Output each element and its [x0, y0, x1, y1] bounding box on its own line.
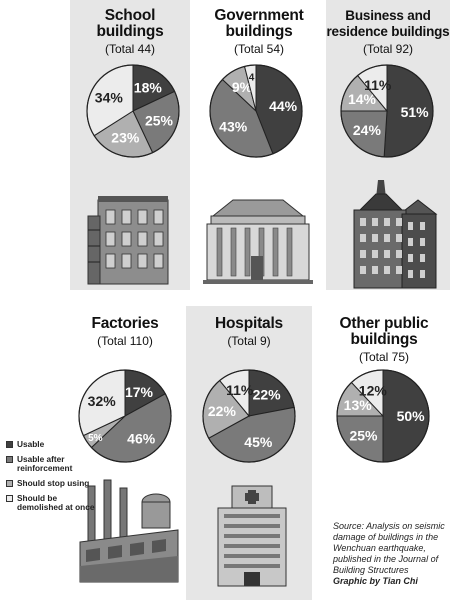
hospital-icon [217, 485, 287, 587]
pie-label-demolish: 32% [88, 393, 117, 409]
legend-item-reinforcement: Usable after reinforcement [6, 455, 96, 473]
legend-item-stop-using: Should stop using [6, 479, 96, 488]
business-tower-icon [353, 180, 438, 289]
chart-title-hospitals: Hospitals [215, 315, 283, 332]
pie-label-usable: 44% [269, 98, 298, 114]
pie-label-demolish: 4 [249, 72, 255, 83]
pie-outline [86, 64, 180, 158]
graphic-credit: Graphic by Tian Chi [333, 576, 418, 586]
pie-chart-business: 51% 24% 14%11% [340, 64, 434, 158]
government-building-icon [203, 199, 313, 284]
pie-label-stop-using: 9% [232, 79, 253, 95]
pie-label-stop-using: 13% [344, 397, 373, 413]
factory-icon [79, 479, 179, 583]
pie-chart-other-public: 50% 25% 13%12% [336, 369, 430, 463]
source-text: Source: Analysis on seismic damage of bu… [333, 521, 445, 575]
pie-label-reinforcement: 24% [353, 122, 382, 138]
pie-label-usable: 22% [253, 387, 282, 403]
chart-total-government: (Total 54) [233, 42, 285, 56]
chart-total-school: (Total 44) [104, 42, 156, 56]
chart-title-other-public: Other public buildings [339, 315, 429, 348]
pie-label-usable: 50% [397, 408, 426, 424]
school-building-icon [87, 196, 169, 285]
chart-total-other-public: (Total 75) [358, 350, 410, 364]
legend-swatch [6, 441, 13, 448]
pie-outline [209, 64, 303, 158]
chart-title-school: School buildings [96, 7, 164, 40]
chart-total-factories: (Total 110) [97, 334, 153, 348]
source-note: Source: Analysis on seismic damage of bu… [333, 521, 447, 587]
chart-title-government: Government buildings [214, 7, 304, 40]
chart-total-hospitals: (Total 9) [227, 334, 271, 348]
legend-swatch [6, 495, 13, 502]
chart-title-factories: Factories [91, 315, 159, 332]
legend-swatch [6, 456, 13, 463]
pie-label-demolish: 11% [226, 382, 254, 398]
pie-label-reinforcement: 46% [127, 430, 156, 446]
pie-label-usable: 51% [401, 104, 430, 120]
pie-label-stop-using: 14% [348, 91, 377, 107]
pie-label-stop-using: 5% [88, 433, 103, 444]
legend: Usable Usable after reinforcement Should… [6, 440, 96, 518]
pie-chart-school: 18% 25% 23% 34% [86, 64, 180, 158]
legend-item-usable: Usable [6, 440, 96, 449]
pie-label-reinforcement: 25% [145, 112, 174, 128]
legend-item-demolish: Should be demolished at once [6, 494, 96, 512]
pie-chart-factories: 17% 46% 5% 32% [78, 369, 172, 463]
pie-label-reinforcement: 45% [244, 434, 273, 450]
pie-label-demolish: 12% [359, 382, 388, 398]
pie-label-usable: 18% [134, 80, 163, 96]
chart-total-business: (Total 92) [362, 42, 414, 56]
chart-title-business: Business and residence buildings [326, 8, 450, 39]
pie-outline [202, 369, 296, 463]
pie-label-stop-using: 22% [208, 403, 237, 419]
pie-outline [78, 369, 172, 463]
pie-label-usable: 17% [125, 384, 154, 400]
pie-label-stop-using: 23% [111, 130, 140, 146]
pie-label-demolish: 34% [95, 90, 124, 106]
pie-chart-hospitals: 22%45%22%11% [202, 369, 296, 463]
pie-outline [336, 369, 430, 463]
legend-swatch [6, 480, 13, 487]
pie-label-demolish: 11% [364, 77, 392, 93]
pie-chart-government: 44% 43% 9%4 [209, 64, 303, 158]
pie-label-reinforcement: 25% [349, 428, 378, 444]
pie-outline [340, 64, 434, 158]
pie-label-reinforcement: 43% [219, 119, 248, 135]
